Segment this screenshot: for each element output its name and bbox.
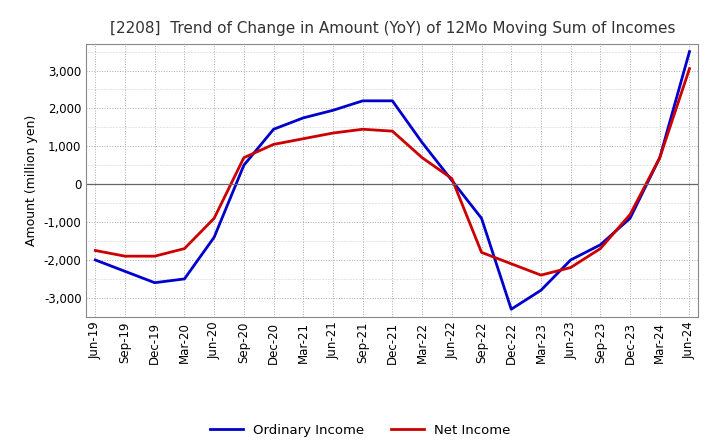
Ordinary Income	[418, 140, 426, 145]
Ordinary Income	[180, 276, 189, 282]
Ordinary Income	[655, 155, 664, 160]
Legend: Ordinary Income, Net Income: Ordinary Income, Net Income	[204, 418, 516, 440]
Line: Ordinary Income: Ordinary Income	[95, 51, 690, 309]
Net Income	[536, 272, 545, 278]
Title: [2208]  Trend of Change in Amount (YoY) of 12Mo Moving Sum of Incomes: [2208] Trend of Change in Amount (YoY) o…	[109, 21, 675, 36]
Ordinary Income	[299, 115, 307, 121]
Net Income	[596, 246, 605, 251]
Ordinary Income	[567, 257, 575, 263]
Net Income	[477, 250, 486, 255]
Net Income	[507, 261, 516, 266]
Ordinary Income	[536, 288, 545, 293]
Net Income	[328, 130, 337, 136]
Ordinary Income	[240, 163, 248, 168]
Net Income	[567, 265, 575, 270]
Net Income	[448, 176, 456, 181]
Net Income	[269, 142, 278, 147]
Line: Net Income: Net Income	[95, 69, 690, 275]
Net Income	[180, 246, 189, 251]
Ordinary Income	[328, 108, 337, 113]
Net Income	[655, 155, 664, 160]
Ordinary Income	[685, 49, 694, 54]
Ordinary Income	[359, 98, 367, 103]
Net Income	[210, 216, 218, 221]
Net Income	[91, 248, 99, 253]
Ordinary Income	[150, 280, 159, 286]
Net Income	[359, 127, 367, 132]
Y-axis label: Amount (million yen): Amount (million yen)	[25, 115, 38, 246]
Net Income	[240, 155, 248, 160]
Ordinary Income	[269, 127, 278, 132]
Net Income	[626, 212, 634, 217]
Net Income	[388, 128, 397, 134]
Ordinary Income	[596, 242, 605, 247]
Ordinary Income	[91, 257, 99, 263]
Ordinary Income	[507, 307, 516, 312]
Net Income	[121, 253, 130, 259]
Ordinary Income	[448, 178, 456, 183]
Ordinary Income	[210, 235, 218, 240]
Ordinary Income	[121, 269, 130, 274]
Ordinary Income	[626, 216, 634, 221]
Net Income	[685, 66, 694, 71]
Net Income	[150, 253, 159, 259]
Ordinary Income	[388, 98, 397, 103]
Ordinary Income	[477, 216, 486, 221]
Net Income	[418, 155, 426, 160]
Net Income	[299, 136, 307, 141]
